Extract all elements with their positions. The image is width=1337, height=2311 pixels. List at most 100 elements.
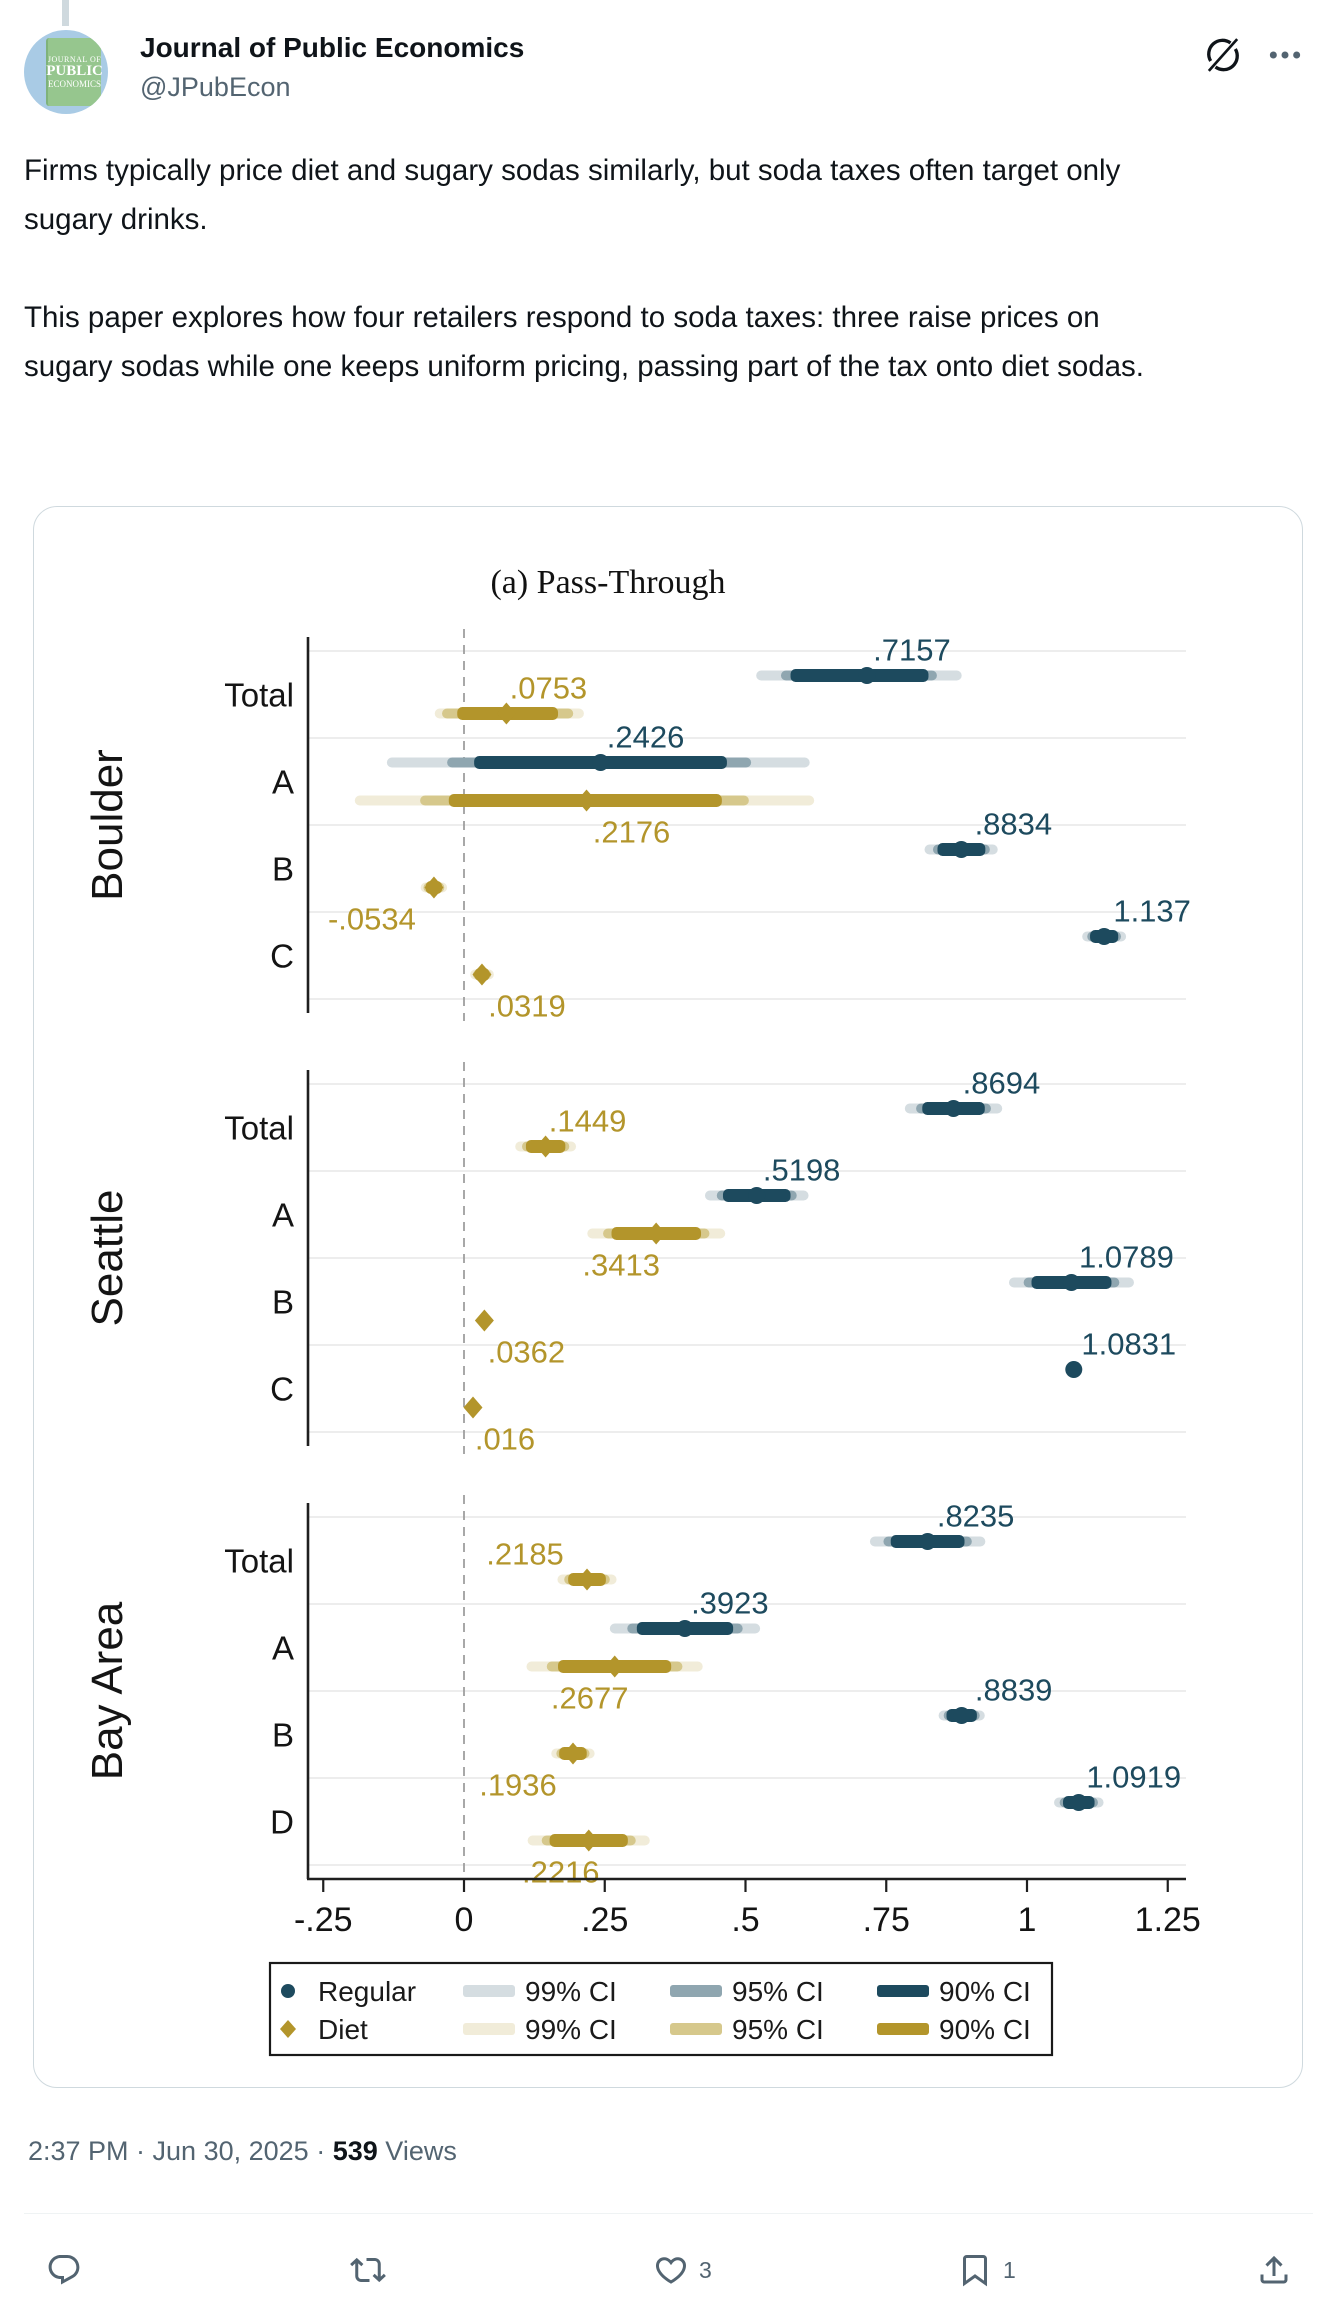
estimate-marker (858, 667, 876, 684)
estimate-marker (646, 1222, 666, 1245)
estimate-circle: .3923 (609, 1586, 769, 1637)
bookmark-button[interactable]: 1 (957, 2238, 1016, 2302)
estimate-marker (424, 876, 444, 899)
display-name[interactable]: Journal of Public Economics (140, 32, 525, 63)
share-button[interactable] (1256, 2238, 1292, 2302)
estimate-value-label: .8839 (975, 1673, 1053, 1708)
estimate-marker (472, 963, 492, 986)
x-tick-label: 1.25 (1135, 1901, 1201, 1939)
legend-ci-label: 99% CI (525, 1976, 617, 2007)
row-label: B (272, 1284, 294, 1321)
estimate-value-label: .2677 (551, 1681, 629, 1716)
repost-button[interactable] (350, 2238, 386, 2302)
repost-icon (350, 2257, 386, 2283)
heart-icon (655, 2257, 687, 2284)
legend-ci-swatch (670, 1985, 722, 1997)
legend-series-label: Diet (318, 2014, 368, 2045)
panel-bay-area: Bay Area Total .8235 .2185 A .3923 .2677 B .8839… (83, 1495, 1186, 1890)
legend-ci-swatch (463, 1985, 515, 1997)
estimate-value-label: .5198 (763, 1153, 841, 1188)
ellipsis-icon (1269, 51, 1301, 59)
estimate-circle: .5198 (704, 1153, 841, 1204)
panel-boulder: Boulder Total .7157 .0753 A .2426 .2176 B .8834 -… (83, 629, 1191, 1024)
estimate-value-label: .0319 (488, 989, 566, 1024)
x-tick-label: 1 (1018, 1901, 1037, 1939)
estimate-marker (1065, 1361, 1083, 1378)
estimate-marker (952, 841, 970, 858)
legend-series-label: Regular (318, 1976, 416, 2007)
estimate-circle: 1.0919 (1054, 1760, 1181, 1811)
estimate-value-label: .016 (475, 1422, 535, 1457)
estimate-marker (463, 1396, 483, 1419)
estimate-marker (579, 1829, 599, 1852)
grok-actions-button[interactable] (1201, 33, 1245, 77)
like-button[interactable]: 3 (653, 2238, 712, 2302)
avatar[interactable]: JOURNAL OF PUBLIC ECONOMICS (24, 30, 108, 114)
estimate-value-label: .0753 (510, 671, 588, 706)
estimate-value-label: .1449 (549, 1104, 627, 1139)
x-tick-label: -.25 (294, 1901, 353, 1939)
estimate-marker (577, 1568, 597, 1591)
estimate-marker (496, 702, 516, 725)
user-handle[interactable]: @JPubEcon (140, 72, 291, 102)
bookmark-icon (963, 2255, 987, 2287)
estimate-circle: .8694 (904, 1066, 1041, 1117)
panel-label: Bay Area (83, 1601, 132, 1780)
estimate-value-label: .2176 (593, 815, 671, 850)
x-tick-label: .5 (731, 1901, 759, 1939)
tweet-paragraph-2: This paper explores how four retailers r… (24, 301, 1145, 383)
estimate-diamond: .2677 (526, 1655, 703, 1716)
row-label: C (270, 938, 294, 975)
avatar-cover-line: ECONOMICS (48, 78, 102, 89)
chart-legend: Regular 99% CI 95% CI 90% CI Diet 99% CI 95% C… (268, 1961, 1054, 2057)
estimate-value-label: .2185 (486, 1537, 564, 1572)
estimate-marker (563, 1742, 583, 1765)
estimate-circle: 1.0789 (1008, 1240, 1174, 1291)
reply-button[interactable] (46, 2238, 82, 2302)
bookmark-count: 1 (1003, 2256, 1016, 2283)
estimate-marker (577, 789, 597, 812)
row-label: Total (224, 1543, 294, 1580)
estimate-circle: .8834 (924, 807, 1052, 858)
avatar-cover-line: JOURNAL OF (47, 54, 102, 64)
estimate-value-label: .0362 (488, 1335, 566, 1370)
estimate-value-label: .8694 (963, 1066, 1041, 1101)
estimate-marker (1095, 928, 1113, 945)
estimate-marker (919, 1533, 937, 1550)
estimate-diamond: .016 (463, 1396, 535, 1457)
estimate-marker (474, 1309, 494, 1332)
time-date: 2:37 PM · Jun 30, 2025 (28, 2136, 309, 2166)
estimate-value-label: 1.137 (1113, 894, 1191, 929)
thread-connector-line (62, 0, 69, 26)
legend-ci-label: 95% CI (732, 1976, 824, 2007)
x-tick-label: 0 (455, 1901, 474, 1939)
estimate-circle: 1.0831 (1065, 1327, 1176, 1378)
estimate-circle: .2426 (386, 720, 810, 771)
dot-separator: · (316, 2136, 326, 2166)
estimate-value-label: 1.0789 (1079, 1240, 1174, 1275)
estimate-value-label: .8235 (937, 1499, 1015, 1534)
estimate-marker (536, 1135, 556, 1158)
x-tick-label: .25 (581, 1901, 628, 1939)
footer-divider (24, 2213, 1313, 2214)
row-label: A (272, 1630, 294, 1667)
panel-label: Boulder (83, 749, 132, 901)
chart-title: (a) Pass-Through (490, 564, 725, 601)
estimate-value-label: .2426 (607, 720, 685, 755)
row-label: Total (224, 1110, 294, 1147)
estimate-marker (605, 1655, 625, 1678)
tweet-paragraph-1: Firms typically price diet and sugary so… (24, 154, 1121, 236)
estimate-circle: .8839 (938, 1673, 1053, 1724)
estimate-diamond: .1936 (479, 1742, 595, 1803)
estimate-marker (592, 754, 610, 771)
pass-through-chart: (a) Pass-Through Boulder Total .7157 .0753 A.… (83, 564, 1201, 2057)
avatar-cover-line: PUBLIC (46, 62, 103, 79)
estimate-marker (1062, 1274, 1080, 1291)
estimate-value-label: .2216 (522, 1855, 600, 1890)
panel-seattle: Seattle Total .8694 .1449 A .5198 .3413 B 1.0789… (83, 1062, 1186, 1457)
more-menu-button[interactable] (1263, 33, 1307, 77)
row-label: C (270, 1371, 294, 1408)
estimate-circle: .7157 (756, 633, 962, 684)
tweet-media-card[interactable]: (a) Pass-Through Boulder Total .7157 .0753 A.… (33, 506, 1303, 2088)
journal-cover-image: JOURNAL OF PUBLIC ECONOMICS (45, 37, 103, 107)
